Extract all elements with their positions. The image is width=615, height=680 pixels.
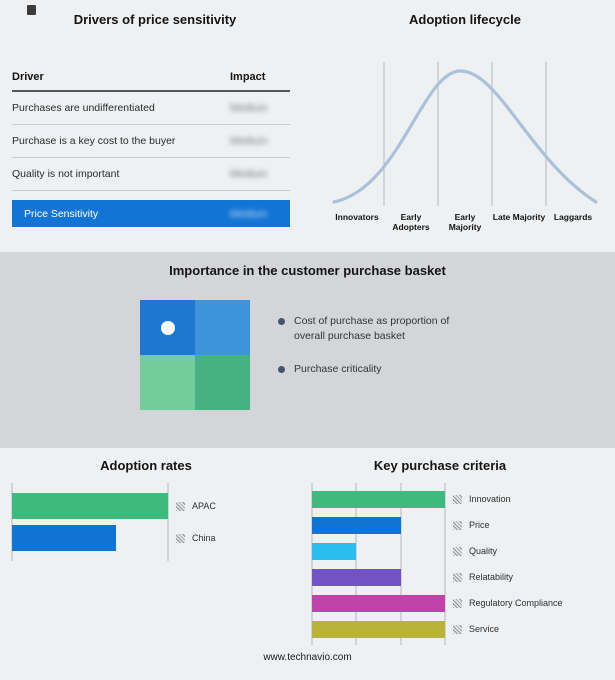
gridline xyxy=(444,483,446,645)
quadrant-bottom-left xyxy=(140,355,195,410)
hatch-swatch-icon xyxy=(453,598,462,608)
drivers-panel-title: Drivers of price sensitivity xyxy=(73,12,237,27)
legend-label: Service xyxy=(469,624,500,634)
lifecycle-stage-labels: Innovators Early Adopters Early Majority… xyxy=(330,212,600,232)
legend-item-innovation: Innovation xyxy=(453,491,563,508)
footer-url: www.technavio.com xyxy=(263,652,352,663)
impact-cell-blurred: Medium xyxy=(230,135,268,147)
bullet-text: Purchase criticality xyxy=(294,363,382,376)
bullet-item: Cost of purchase as proportion of overal… xyxy=(278,314,478,344)
impact-cell-blurred: Medium xyxy=(230,168,268,180)
bullet-icon xyxy=(278,366,285,374)
adoption-rates-title: Adoption rates xyxy=(100,458,192,473)
price-sensitivity-row: Price Sensitivity Medium xyxy=(12,200,290,227)
basket-band-background xyxy=(0,252,615,448)
drivers-table: Driver Impact Purchases are undifferenti… xyxy=(12,64,290,191)
quadrant-top-left xyxy=(140,300,195,355)
quadrant-top-right xyxy=(195,300,250,355)
bar-price xyxy=(312,516,401,534)
impact-column-header: Impact xyxy=(230,71,266,83)
drivers-table-header: Driver Impact xyxy=(12,64,290,92)
bullet-icon xyxy=(278,318,285,325)
legend-label: Innovation xyxy=(469,494,511,504)
legend-item-price: Price xyxy=(453,517,563,534)
key-purchase-criteria-chart xyxy=(311,483,446,645)
bar-quality xyxy=(312,542,357,560)
legend-item-regulatory-compliance: Regulatory Compliance xyxy=(453,595,563,612)
gridline xyxy=(167,483,169,561)
gridline xyxy=(400,483,402,645)
gridline xyxy=(11,483,13,561)
driver-column-header: Driver xyxy=(12,71,44,83)
key-purchase-criteria-title: Key purchase criteria xyxy=(373,458,507,473)
gridline xyxy=(311,483,313,645)
bar-innovation xyxy=(312,490,445,508)
legend-item-relatability: Relatability xyxy=(453,569,563,586)
hatch-swatch-icon xyxy=(176,533,185,543)
hatch-swatch-icon xyxy=(453,624,462,634)
price-sensitivity-label: Price Sensitivity xyxy=(24,207,99,220)
legend-item-apac: APAC xyxy=(176,493,216,519)
impact-cell-blurred: Medium xyxy=(230,102,268,114)
gridline xyxy=(355,483,357,645)
decorative-mark xyxy=(27,5,36,15)
bar-regulatory-compliance xyxy=(312,594,445,612)
adoption-lifecycle-curve-chart xyxy=(332,62,598,206)
bullet-item: Purchase criticality xyxy=(278,362,478,377)
legend-label: Relatability xyxy=(469,572,514,582)
legend-item-china: China xyxy=(176,525,216,551)
adoption-rates-legend: APAC China xyxy=(176,483,216,561)
driver-cell: Quality is not important xyxy=(12,168,120,180)
position-dot-icon xyxy=(160,320,175,335)
legend-label: China xyxy=(192,533,216,543)
legend-label: Regulatory Compliance xyxy=(469,598,563,608)
bell-curve xyxy=(332,69,598,204)
table-row: Purchases are undifferentiated Medium xyxy=(12,92,290,125)
bullet-text: Cost of purchase as proportion of overal… xyxy=(294,315,450,343)
bar-china xyxy=(12,525,116,551)
bar-relatability xyxy=(312,568,401,586)
stage-label-innovators: Innovators xyxy=(335,212,379,222)
bar-service xyxy=(312,620,445,638)
legend-label: Price xyxy=(469,520,490,530)
legend-item-service: Service xyxy=(453,621,563,638)
basket-bullet-list: Cost of purchase as proportion of overal… xyxy=(278,314,478,396)
basket-panel-title: Importance in the customer purchase bask… xyxy=(169,263,446,278)
driver-cell: Purchase is a key cost to the buyer xyxy=(12,135,176,147)
table-row: Purchase is a key cost to the buyer Medi… xyxy=(12,125,290,158)
adoption-rates-chart xyxy=(11,483,169,561)
purchase-basket-quadrant xyxy=(140,300,250,410)
stage-label-laggards: Laggards xyxy=(553,212,593,222)
quadrant-bottom-right xyxy=(195,355,250,410)
hatch-swatch-icon xyxy=(453,546,462,556)
impact-cell-blurred: Medium xyxy=(230,207,268,220)
stage-label-early-adopters: Early Adopters xyxy=(392,212,430,233)
hatch-swatch-icon xyxy=(453,520,462,530)
hatch-swatch-icon xyxy=(453,572,462,582)
lifecycle-panel-title: Adoption lifecycle xyxy=(409,12,521,27)
driver-cell: Purchases are undifferentiated xyxy=(12,102,155,114)
bar-apac xyxy=(12,493,168,519)
legend-label: APAC xyxy=(192,501,216,511)
key-purchase-criteria-legend: Innovation Price Quality Relatability Regula… xyxy=(453,483,563,645)
hatch-swatch-icon xyxy=(453,494,462,504)
legend-label: Quality xyxy=(469,546,498,556)
stage-label-early-majority: Early Majority xyxy=(448,212,482,233)
legend-item-quality: Quality xyxy=(453,543,563,560)
hatch-swatch-icon xyxy=(176,501,185,511)
stage-label-late-majority: Late Majority xyxy=(492,212,546,222)
table-row: Quality is not important Medium xyxy=(12,158,290,191)
